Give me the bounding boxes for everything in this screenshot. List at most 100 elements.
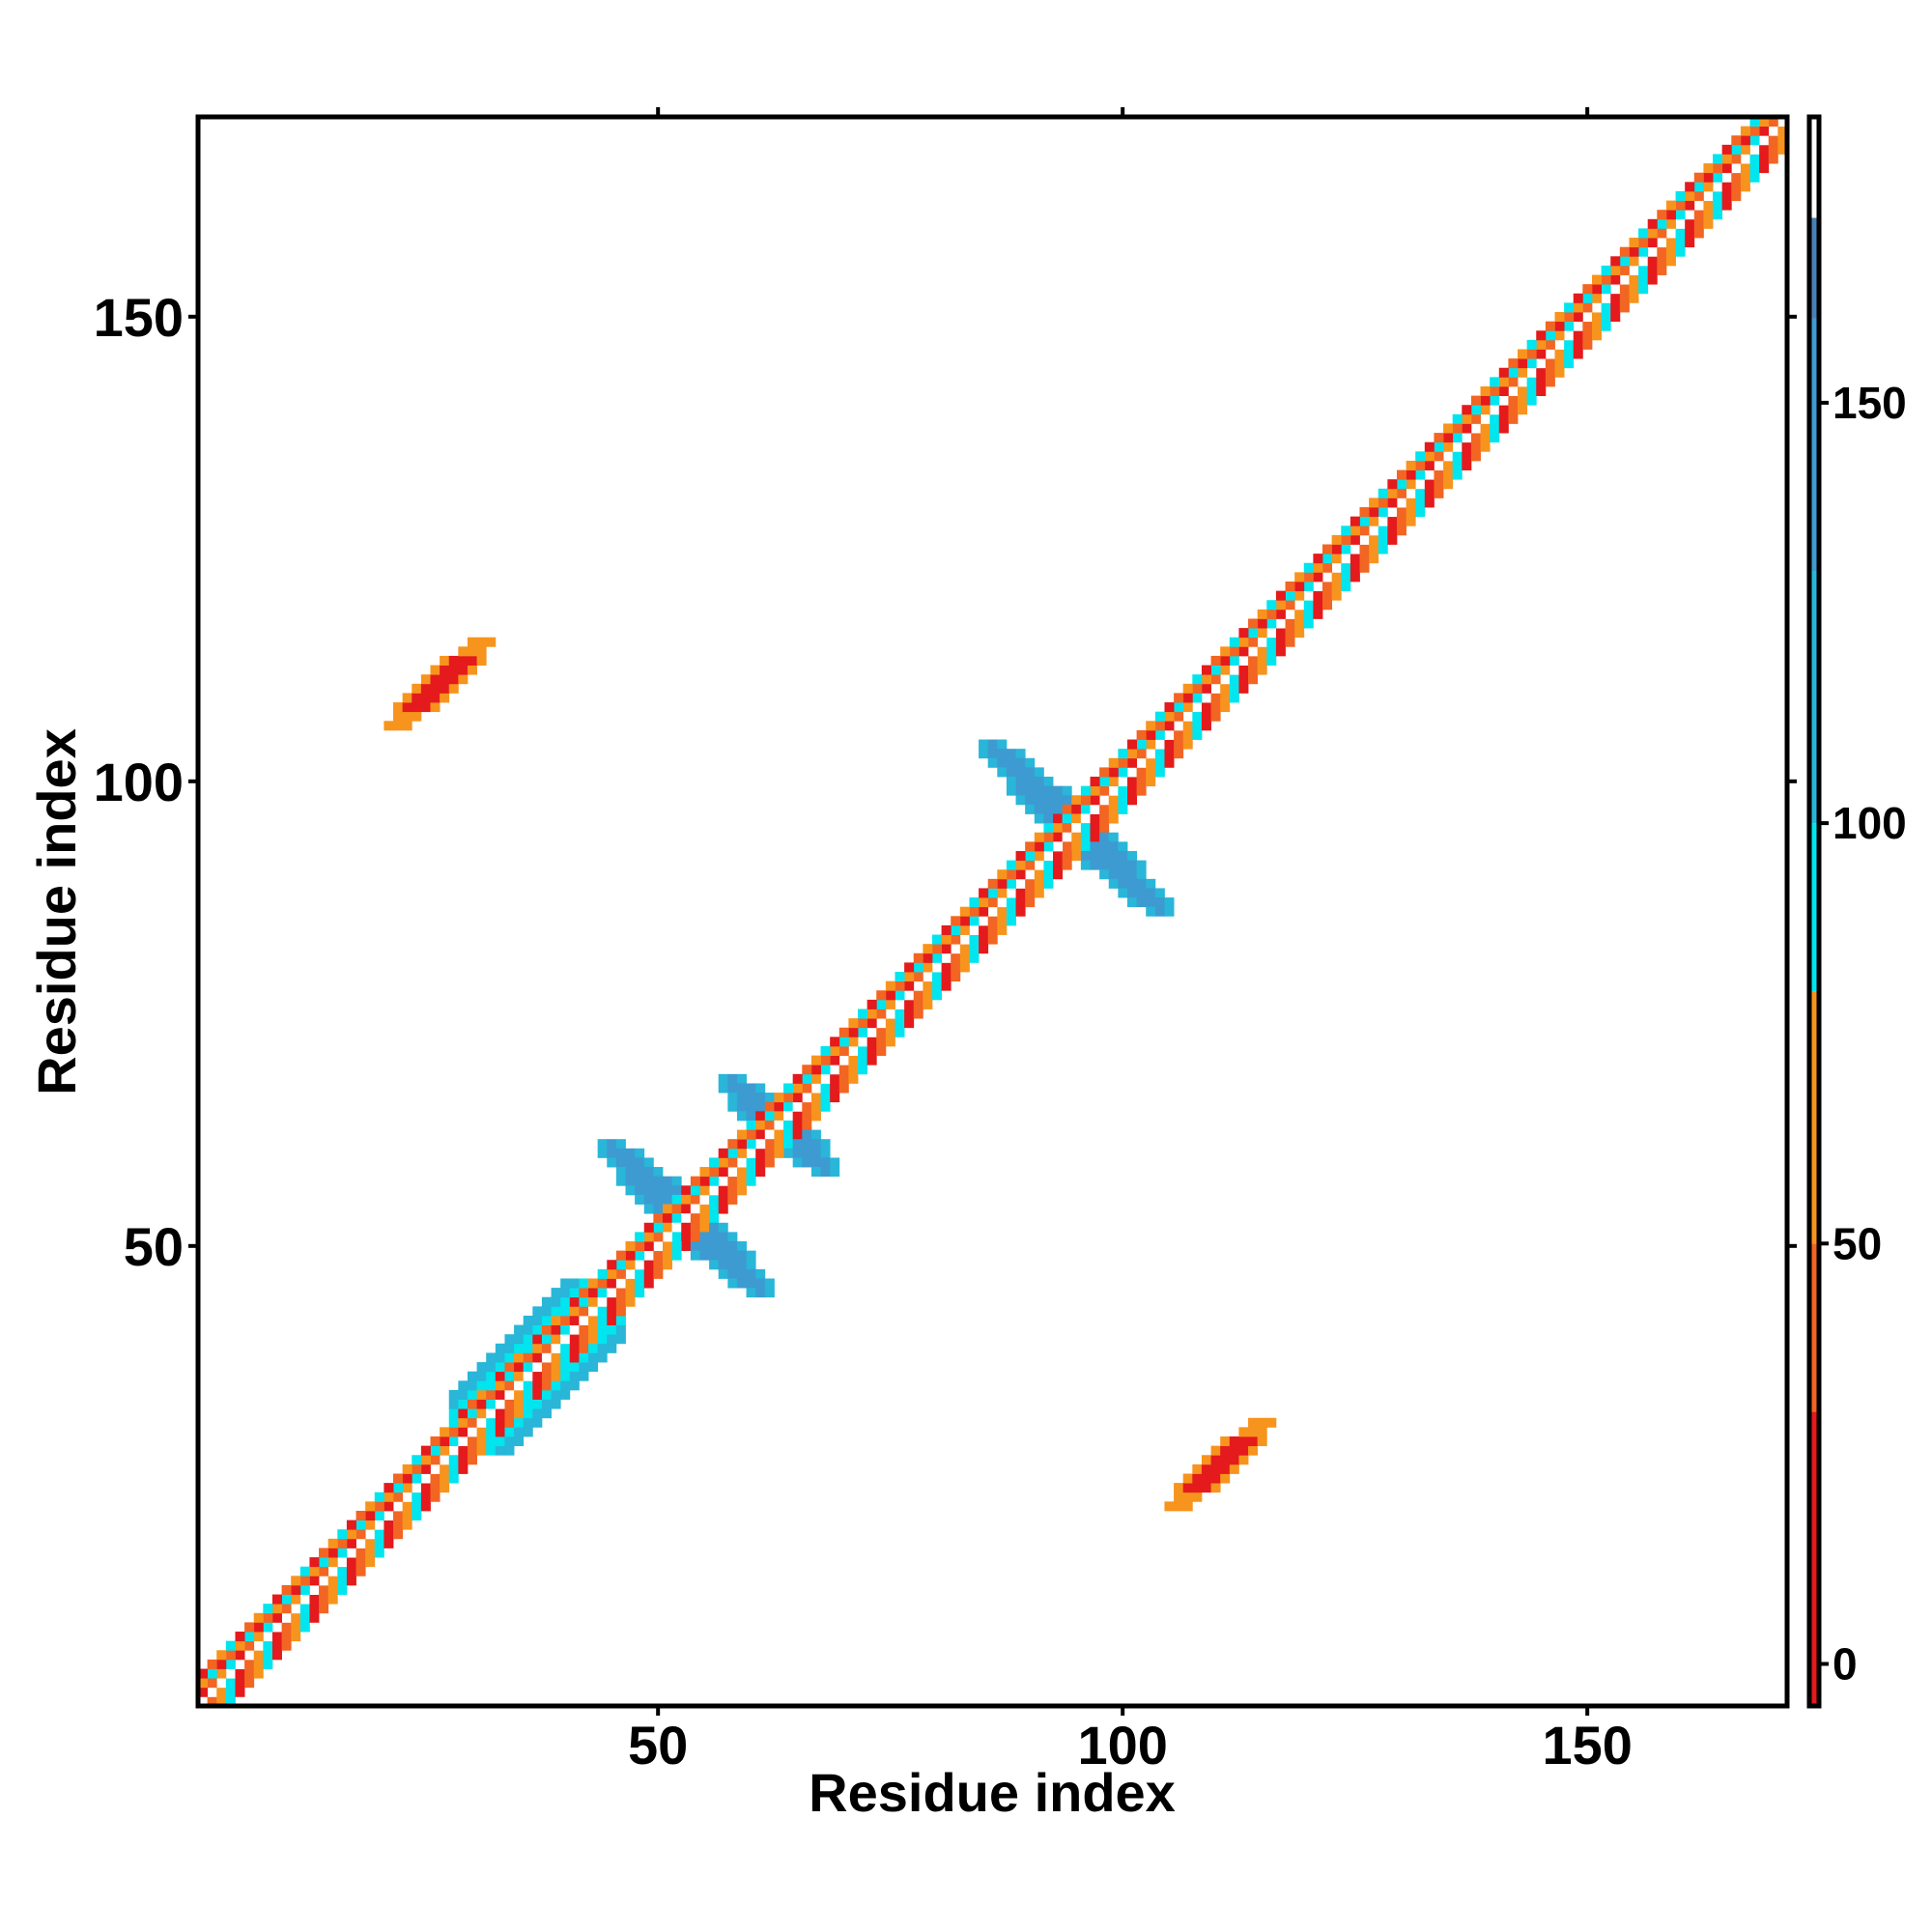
heatmap-cell: [504, 1334, 515, 1345]
heatmap-cell: [1015, 860, 1026, 870]
heatmap-cell: [412, 1473, 422, 1484]
heatmap-cell: [1647, 228, 1658, 239]
heatmap-cell: [1498, 423, 1509, 434]
heatmap-cell: [1601, 312, 1611, 323]
heatmap-cell: [1303, 600, 1314, 611]
heatmap-cell: [1638, 256, 1649, 267]
heatmap-cell: [1015, 795, 1026, 806]
heatmap-cell: [810, 1167, 821, 1178]
heatmap-cell: [727, 1268, 738, 1279]
heatmap-cell: [1090, 785, 1100, 796]
heatmap-cell: [792, 1111, 803, 1122]
heatmap-cell: [1025, 767, 1036, 778]
heatmap-cell: [913, 972, 923, 982]
heatmap-cell: [607, 1343, 617, 1353]
heatmap-cell: [402, 711, 412, 722]
heatmap-cell: [1043, 878, 1054, 889]
heatmap-cell: [597, 1324, 608, 1335]
heatmap-cell: [1034, 804, 1044, 814]
heatmap-cell: [727, 1278, 738, 1289]
heatmap-cell: [1378, 507, 1388, 518]
heatmap-cell: [560, 1306, 571, 1317]
heatmap-cell: [532, 1389, 543, 1400]
heatmap-cell: [1387, 534, 1398, 545]
heatmap-cell: [541, 1315, 552, 1325]
heatmap-cell: [346, 1548, 356, 1558]
heatmap-cell: [1434, 488, 1444, 498]
heatmap-cell: [895, 1009, 905, 1019]
heatmap-cell: [198, 1678, 209, 1689]
heatmap-cell: [420, 702, 431, 713]
heatmap-cell: [987, 888, 998, 898]
heatmap-cell: [1369, 516, 1379, 526]
heatmap-cell: [951, 972, 961, 982]
heatmap-cell: [216, 1659, 227, 1669]
heatmap-cell: [440, 693, 450, 703]
heatmap-cell: [1099, 795, 1110, 806]
heatmap-cell: [959, 924, 970, 935]
heatmap-cell: [560, 1278, 571, 1289]
heatmap-cell: [253, 1650, 264, 1661]
heatmap-cell: [1443, 460, 1454, 470]
y-tick-label: 50: [124, 1216, 184, 1277]
heatmap-cell: [1610, 284, 1621, 295]
heatmap-cell: [820, 1073, 831, 1084]
heatmap-cell: [1192, 1483, 1203, 1493]
heatmap-cell: [1657, 238, 1667, 248]
heatmap-cell: [959, 952, 970, 963]
heatmap-cell: [309, 1612, 320, 1623]
heatmap-cell: [523, 1408, 533, 1419]
heatmap-cell: [393, 1520, 404, 1530]
heatmap-cell: [588, 1362, 599, 1373]
heatmap-cell: [1322, 544, 1333, 554]
heatmap-cell: [1154, 897, 1165, 908]
heatmap-cell: [523, 1334, 533, 1345]
heatmap-cell: [1154, 906, 1165, 917]
heatmap-cell: [830, 1093, 840, 1103]
heatmap-cell: [1146, 777, 1156, 787]
heatmap-cell: [1322, 572, 1333, 582]
heatmap-cell: [979, 897, 989, 908]
heatmap-cell: [458, 665, 469, 675]
heatmap-cell: [476, 1436, 487, 1447]
heatmap-cell: [1220, 683, 1231, 694]
heatmap-cell: [1619, 256, 1630, 267]
heatmap-cell: [1238, 1436, 1249, 1447]
heatmap-cell: [1675, 238, 1686, 248]
heatmap-cell: [597, 1148, 608, 1158]
heatmap-cell: [1713, 210, 1723, 220]
heatmap-cell: [1080, 785, 1091, 796]
heatmap-cell: [1266, 618, 1277, 629]
heatmap-cell: [1126, 749, 1138, 759]
heatmap-cell: [979, 739, 989, 750]
heatmap-cell: [448, 1473, 459, 1484]
heatmap-cell: [1350, 562, 1360, 573]
heatmap-cell: [1238, 646, 1249, 657]
colorbar-segment: [1809, 318, 1819, 571]
heatmap-cell: [615, 1334, 626, 1345]
heatmap-cell: [997, 897, 1008, 908]
heatmap-cell: [615, 1278, 626, 1289]
heatmap-cell: [365, 1501, 376, 1512]
heatmap-cell: [1257, 1427, 1267, 1437]
heatmap-cell: [1201, 665, 1211, 675]
heatmap-cell: [476, 637, 487, 647]
heatmap-cell: [848, 1018, 859, 1029]
heatmap-cell: [1238, 1455, 1249, 1465]
heatmap-cell: [643, 1157, 654, 1168]
heatmap-cell: [1080, 860, 1091, 870]
heatmap-cell: [904, 990, 915, 1001]
heatmap-cell: [327, 1557, 338, 1568]
heatmap-cell: [365, 1529, 376, 1540]
heatmap-cell: [551, 1380, 561, 1391]
heatmap-cell: [1238, 628, 1249, 639]
heatmap-cell: [1350, 526, 1360, 536]
heatmap-cell: [1294, 572, 1305, 582]
heatmap-cell: [1108, 850, 1119, 861]
heatmap-cell: [607, 1278, 617, 1289]
heatmap-cell: [541, 1380, 552, 1391]
heatmap-cell: [291, 1612, 301, 1623]
heatmap-cell: [987, 934, 998, 945]
heatmap-cell: [1090, 832, 1100, 842]
